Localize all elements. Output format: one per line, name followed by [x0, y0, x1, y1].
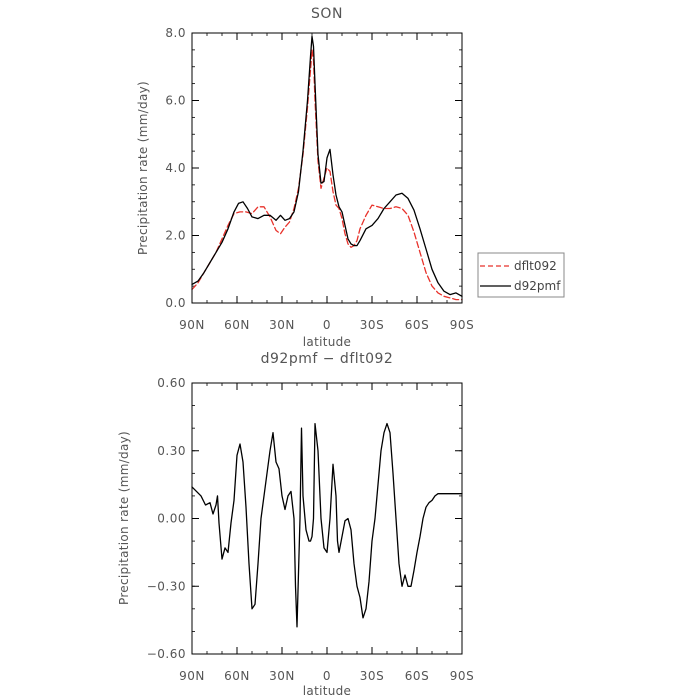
top-x-tick-label: 90S [450, 318, 474, 332]
bottom-title: d92pmf − dflt092 [261, 351, 394, 367]
bottom-x-tick-label: 30S [360, 669, 384, 683]
top-series-line-d92pmf [191, 35, 463, 297]
bottom-series-line-series-0 [191, 422, 463, 628]
top-y-tick-label: 0.0 [165, 296, 186, 310]
top-title: SON [311, 6, 343, 22]
bottom-x-tick-label: 60S [405, 669, 429, 683]
bottom-y-tick-label: 0.60 [157, 376, 186, 390]
bottom-y-tick-label: −0.30 [147, 579, 186, 593]
top-panel: SON 0.0 2.0 4.0 6.0 8.0 90N 60N 30N 0 30S 60S 90S l… [136, 6, 474, 349]
bottom-panel: d92pmf − dflt092 −0.60 −0.30 0.00 0.30 0.60 9… [117, 351, 474, 698]
top-x-tick-label: 0 [323, 318, 331, 332]
bottom-y-tick-label: 0.30 [157, 444, 186, 458]
legend-label-dflt092: dflt092 [514, 259, 557, 273]
top-x-tick-label: 30S [360, 318, 384, 332]
top-x-tick-label: 60S [405, 318, 429, 332]
top-x-tick-label: 90N [179, 318, 205, 332]
top-series-line-dflt092 [191, 49, 463, 301]
top-y-tick-label: 8.0 [165, 26, 186, 40]
bottom-x-tick-label: 90S [450, 669, 474, 683]
bottom-y-tick-label: 0.00 [157, 512, 186, 526]
bottom-plot-frame [191, 382, 463, 655]
top-plot-frame [191, 32, 463, 304]
top-x-tick-label: 60N [224, 318, 250, 332]
top-y-tick-label: 6.0 [165, 94, 186, 108]
bottom-x-tick-label: 90N [179, 669, 205, 683]
top-x-tick-label: 30N [269, 318, 295, 332]
top-y-axis-label: Precipitation rate (mm/day) [136, 81, 150, 255]
legend-label-d92pmf: d92pmf [514, 279, 561, 293]
legend-box [477, 252, 565, 298]
top-y-tick-label: 4.0 [165, 161, 186, 175]
bottom-y-tick-label: −0.60 [147, 647, 186, 661]
bottom-x-axis-label: latitude [303, 684, 351, 698]
bottom-x-tick-label: 0 [323, 669, 331, 683]
bottom-y-axis-label: Precipitation rate (mm/day) [117, 431, 131, 605]
top-y-tick-label: 2.0 [165, 229, 186, 243]
legend: dflt092 d92pmf [477, 252, 565, 298]
bottom-marks: −0.60 −0.30 0.00 0.30 0.60 90N 60N 30N 0 30S 60S 90… [147, 376, 474, 683]
top-marks: 0.0 2.0 4.0 6.0 8.0 90N 60N 30N 0 30S 60S 90S [165, 26, 474, 332]
top-x-axis-label: latitude [303, 335, 351, 349]
bottom-x-tick-label: 30N [269, 669, 295, 683]
bottom-x-tick-label: 60N [224, 669, 250, 683]
